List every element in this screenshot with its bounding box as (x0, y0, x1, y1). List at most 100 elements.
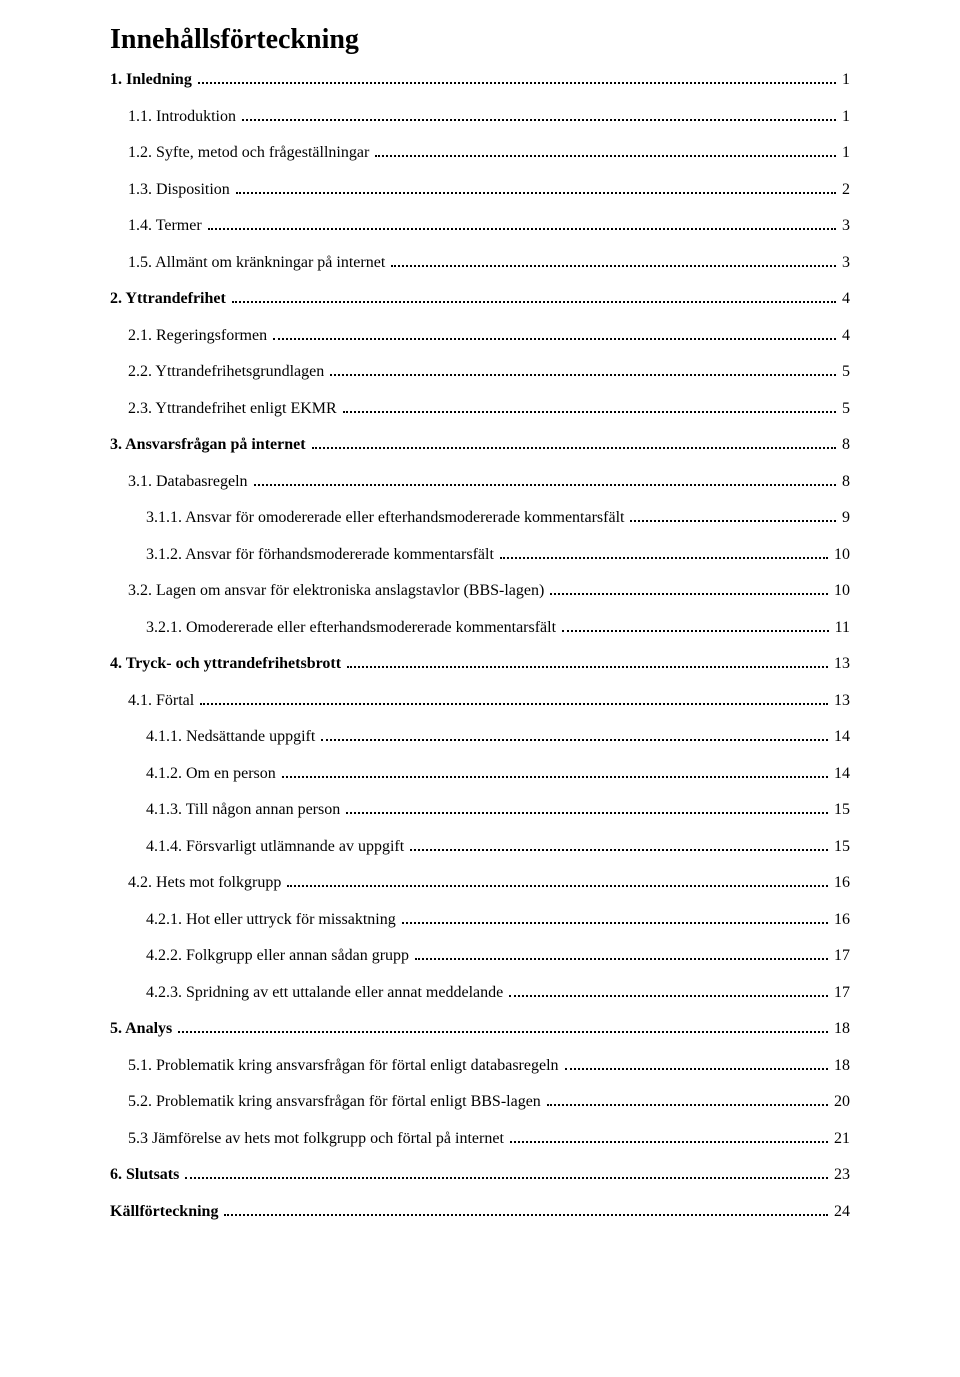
toc-entry-label[interactable]: 4.1.4. Försvarligt utlämnande av uppgift (146, 839, 408, 855)
toc-entry-page: 3 (838, 218, 850, 234)
toc-leader-dots (562, 630, 829, 632)
toc-entry-page: 1 (838, 109, 850, 125)
toc-leader-dots (178, 1031, 828, 1033)
toc-row: 4.2.3. Spridning av ett uttalande eller … (110, 985, 850, 1001)
toc-entry-page: 4 (838, 291, 850, 307)
toc-leader-dots (347, 666, 828, 668)
toc-row: 4.1.2. Om en person14 (110, 766, 850, 782)
toc-leader-dots (402, 922, 828, 924)
toc-row: 3.2.1. Omodererade eller efterhandsmoder… (110, 620, 850, 636)
toc-leader-dots (242, 119, 836, 121)
toc-entry-page: 1 (838, 72, 850, 88)
toc-entry-label[interactable]: 4. Tryck- och yttrandefrihetsbrott (110, 656, 345, 672)
toc-entry-label[interactable]: 1.2. Syfte, metod och frågeställningar (128, 145, 373, 161)
toc-entry-page: 5 (838, 364, 850, 380)
toc-entry-page: 8 (838, 437, 850, 453)
toc-row: 3.1.1. Ansvar för omodererade eller efte… (110, 510, 850, 526)
toc-entry-label[interactable]: 3.2.1. Omodererade eller efterhandsmoder… (146, 620, 560, 636)
toc-entry-page: 11 (831, 620, 850, 636)
toc-row: 1. Inledning 1 (110, 72, 850, 88)
toc-leader-dots (410, 849, 828, 851)
toc-entry-page: 5 (838, 401, 850, 417)
toc-entry-page: 16 (830, 875, 850, 891)
toc-entry-label[interactable]: 2. Yttrandefrihet (110, 291, 230, 307)
toc-leader-dots (282, 776, 828, 778)
toc-entry-page: 10 (830, 547, 850, 563)
toc-leader-dots (500, 557, 828, 559)
toc-row: 4.1.4. Försvarligt utlämnande av uppgift… (110, 839, 850, 855)
toc-entry-label[interactable]: 1.4. Termer (128, 218, 206, 234)
toc-leader-dots (321, 739, 828, 741)
toc-entry-label[interactable]: 4.2.3. Spridning av ett uttalande eller … (146, 985, 507, 1001)
toc-row: 3.1.2. Ansvar för förhandsmodererade kom… (110, 547, 850, 563)
toc-row: 5.3 Jämförelse av hets mot folkgrupp och… (110, 1131, 850, 1147)
toc-leader-dots (287, 885, 828, 887)
toc-row: 2.1. Regeringsformen 4 (110, 328, 850, 344)
toc-leader-dots (208, 228, 836, 230)
toc-entry-label[interactable]: 1.5. Allmänt om kränkningar på internet (128, 255, 389, 271)
toc-entry-page: 14 (830, 729, 850, 745)
toc-row: 4.2. Hets mot folkgrupp 16 (110, 875, 850, 891)
toc-leader-dots (510, 1141, 828, 1143)
toc-entry-page: 17 (830, 948, 850, 964)
toc-row: 4.1.3. Till någon annan person15 (110, 802, 850, 818)
toc-entry-label[interactable]: 2.1. Regeringsformen (128, 328, 271, 344)
toc-entry-label[interactable]: 6. Slutsats (110, 1167, 183, 1183)
toc-entry-label[interactable]: 4.1. Förtal (128, 693, 198, 709)
toc-entry-page: 2 (838, 182, 850, 198)
toc-entry-page: 1 (838, 145, 850, 161)
toc-row: 2.3. Yttrandefrihet enligt EKMR 5 (110, 401, 850, 417)
toc-entry-label[interactable]: 2.2. Yttrandefrihetsgrundlagen (128, 364, 328, 380)
toc-entry-label[interactable]: 3.2. Lagen om ansvar för elektroniska an… (128, 583, 548, 599)
toc-entry-label[interactable]: 1. Inledning (110, 72, 196, 88)
toc-entry-label[interactable]: Källförteckning (110, 1204, 222, 1220)
toc-leader-dots (273, 338, 836, 340)
toc-leader-dots (200, 703, 828, 705)
toc-row: 5.1. Problematik kring ansvarsfrågan för… (110, 1058, 850, 1074)
toc-entry-label[interactable]: 4.2.1. Hot eller uttryck för missaktning (146, 912, 400, 928)
toc-entry-label[interactable]: 5.1. Problematik kring ansvarsfrågan för… (128, 1058, 563, 1074)
toc-leader-dots (185, 1177, 828, 1179)
toc-entry-label[interactable]: 5.2. Problematik kring ansvarsfrågan för… (128, 1094, 545, 1110)
toc-entry-label[interactable]: 1.1. Introduktion (128, 109, 240, 125)
toc-leader-dots (343, 411, 836, 413)
toc-leader-dots (550, 593, 828, 595)
toc-entry-label[interactable]: 3.1.1. Ansvar för omodererade eller efte… (146, 510, 628, 526)
toc-entry-label[interactable]: 4.2. Hets mot folkgrupp (128, 875, 285, 891)
toc-leader-dots (224, 1214, 828, 1216)
toc-leader-dots (236, 192, 836, 194)
toc-entry-label[interactable]: 5.3 Jämförelse av hets mot folkgrupp och… (128, 1131, 508, 1147)
toc-entry-page: 21 (830, 1131, 850, 1147)
toc-row: Källförteckning24 (110, 1204, 850, 1220)
toc-leader-dots (509, 995, 828, 997)
toc-entry-label[interactable]: 4.2.2. Folkgrupp eller annan sådan grupp (146, 948, 413, 964)
toc-row: 1.1. Introduktion 1 (110, 109, 850, 125)
toc-entry-label[interactable]: 4.1.2. Om en person (146, 766, 280, 782)
toc-row: 4. Tryck- och yttrandefrihetsbrott 13 (110, 656, 850, 672)
toc-leader-dots (415, 958, 828, 960)
toc-entry-label[interactable]: 3.1. Databasregeln (128, 474, 252, 490)
toc-entry-page: 13 (830, 693, 850, 709)
toc-row: 2. Yttrandefrihet 4 (110, 291, 850, 307)
toc-row: 4.2.1. Hot eller uttryck för missaktning… (110, 912, 850, 928)
toc-row: 4.1.1. Nedsättande uppgift 14 (110, 729, 850, 745)
toc-entry-page: 4 (838, 328, 850, 344)
toc-entry-label[interactable]: 5. Analys (110, 1021, 176, 1037)
toc-leader-dots (346, 812, 828, 814)
toc-entry-label[interactable]: 4.1.1. Nedsättande uppgift (146, 729, 319, 745)
toc-entry-label[interactable]: 1.3. Disposition (128, 182, 234, 198)
toc-entry-page: 15 (830, 839, 850, 855)
page-title: Innehållsförteckning (110, 24, 850, 56)
toc-entry-label[interactable]: 3.1.2. Ansvar för förhandsmodererade kom… (146, 547, 498, 563)
toc-entry-label[interactable]: 4.1.3. Till någon annan person (146, 802, 344, 818)
toc-entry-page: 13 (830, 656, 850, 672)
toc-row: 5.2. Problematik kring ansvarsfrågan för… (110, 1094, 850, 1110)
toc-entry-label[interactable]: 3. Ansvarsfrågan på internet (110, 437, 310, 453)
toc-row: 4.2.2. Folkgrupp eller annan sådan grupp… (110, 948, 850, 964)
toc-entry-label[interactable]: 2.3. Yttrandefrihet enligt EKMR (128, 401, 341, 417)
toc-row: 3. Ansvarsfrågan på internet 8 (110, 437, 850, 453)
toc-row: 1.2. Syfte, metod och frågeställningar 1 (110, 145, 850, 161)
toc-entry-page: 16 (830, 912, 850, 928)
toc-entry-page: 10 (830, 583, 850, 599)
toc-entry-page: 8 (838, 474, 850, 490)
